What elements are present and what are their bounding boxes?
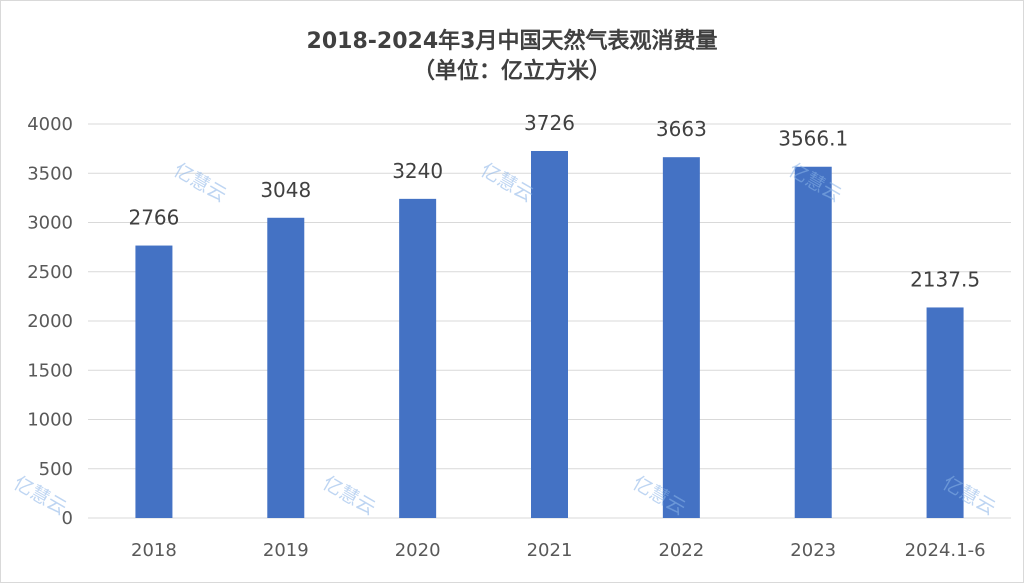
chart-subtitle: （单位：亿立方米）: [413, 58, 611, 84]
watermark: 亿慧云: [170, 159, 230, 207]
bar-2023: [794, 166, 832, 519]
data-label-2024.1-6: 2137.5: [910, 267, 980, 291]
y-tick-label: 2500: [27, 262, 73, 283]
x-axis-ticks: 2018 2019 2020 2021 2022 2023 2024.1-6: [131, 540, 986, 561]
y-tick-label: 3500: [27, 163, 73, 184]
y-tick-label: 3000: [27, 213, 73, 234]
data-label-2019: 3048: [260, 178, 311, 202]
x-tick-label-2024.1-6: 2024.1-6: [905, 540, 986, 561]
y-tick-label: 4000: [27, 114, 73, 135]
data-label-2022: 3663: [656, 117, 707, 141]
chart-title: 2018-2024年3月中国天然气表观消费量: [307, 28, 718, 54]
data-label-2023: 3566.1: [778, 127, 848, 151]
bar-2018: [135, 245, 173, 518]
x-tick-label-2020: 2020: [395, 540, 441, 561]
y-tick-label: 500: [39, 459, 73, 480]
bar-2020: [399, 198, 437, 519]
bar-2024.1-6: [926, 307, 964, 518]
data-label-2018: 2766: [128, 206, 179, 230]
x-tick-label-2019: 2019: [263, 540, 309, 561]
watermark: 亿慧云: [319, 472, 379, 520]
y-tick-label: 1500: [27, 360, 73, 381]
x-tick-label-2021: 2021: [527, 540, 573, 561]
watermark: 亿慧云: [477, 159, 537, 207]
data-label-2020: 3240: [392, 159, 443, 183]
y-tick-label: 0: [62, 508, 73, 529]
x-tick-label-2018: 2018: [131, 540, 177, 561]
bar-2019: [267, 217, 305, 518]
bars: [135, 150, 964, 519]
x-tick-label-2023: 2023: [790, 540, 836, 561]
bar-2022: [662, 157, 700, 518]
data-labels: 2766 3048 3240 3726 3663 3566.1 2137.5: [128, 111, 980, 291]
y-axis-ticks: 0 500 1000 1500 2000 2500 3000 3500 4000: [27, 114, 73, 529]
x-tick-label-2022: 2022: [658, 540, 704, 561]
y-tick-label: 1000: [27, 410, 73, 431]
y-tick-label: 2000: [27, 311, 73, 332]
bar-2021: [531, 150, 568, 518]
data-label-2021: 3726: [524, 111, 575, 135]
